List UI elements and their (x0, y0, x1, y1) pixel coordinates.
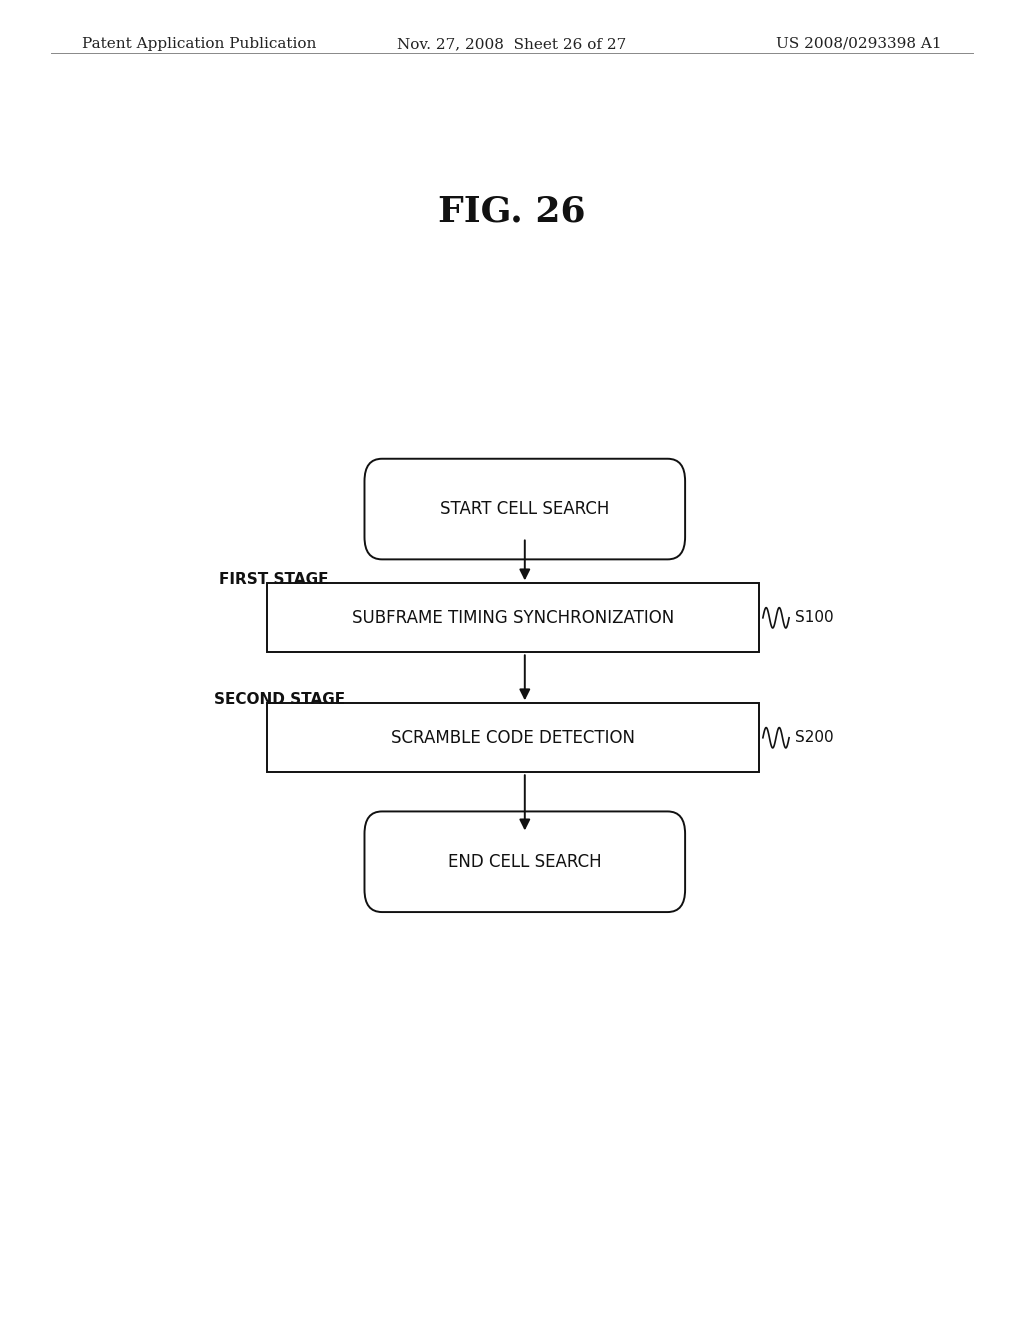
Text: START CELL SEARCH: START CELL SEARCH (440, 500, 609, 517)
Text: END CELL SEARCH: END CELL SEARCH (447, 853, 602, 871)
FancyBboxPatch shape (365, 812, 685, 912)
Text: US 2008/0293398 A1: US 2008/0293398 A1 (776, 37, 942, 51)
FancyBboxPatch shape (267, 704, 759, 772)
Text: S200: S200 (796, 730, 834, 746)
Text: SECOND STAGE: SECOND STAGE (214, 692, 345, 708)
Text: S100: S100 (796, 610, 834, 626)
Text: FIRST STAGE: FIRST STAGE (219, 573, 329, 587)
Text: Patent Application Publication: Patent Application Publication (82, 37, 316, 51)
Text: FIG. 26: FIG. 26 (438, 194, 586, 228)
Text: SUBFRAME TIMING SYNCHRONIZATION: SUBFRAME TIMING SYNCHRONIZATION (352, 609, 674, 627)
FancyBboxPatch shape (365, 459, 685, 560)
Text: Nov. 27, 2008  Sheet 26 of 27: Nov. 27, 2008 Sheet 26 of 27 (397, 37, 627, 51)
Text: SCRAMBLE CODE DETECTION: SCRAMBLE CODE DETECTION (391, 729, 635, 747)
FancyBboxPatch shape (267, 583, 759, 652)
